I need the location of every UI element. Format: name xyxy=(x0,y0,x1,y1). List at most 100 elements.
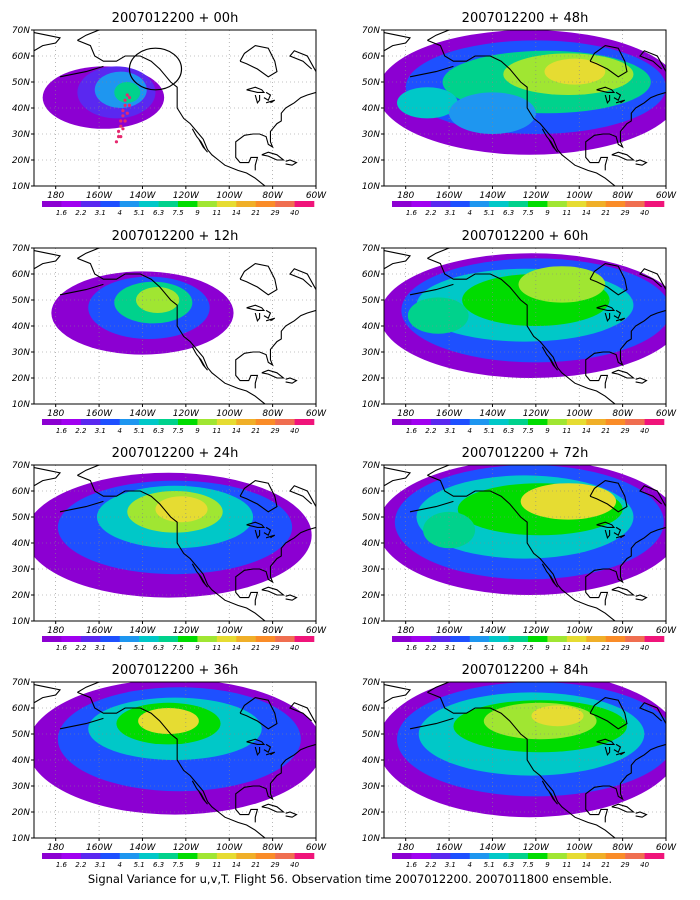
colorbar-label: 1.6 xyxy=(406,209,418,217)
lat-label: 30N xyxy=(362,782,380,792)
colorbar-swatch xyxy=(547,419,568,425)
panel-title: 2007012200 + 60h xyxy=(462,229,589,244)
lon-label: 180 xyxy=(47,843,64,853)
colorbar-swatch xyxy=(158,419,179,425)
lon-label: 160W xyxy=(86,843,113,853)
lon-label: 60W xyxy=(306,843,327,853)
lat-label: 40N xyxy=(362,539,380,549)
colorbar-label: 21 xyxy=(251,644,260,652)
colorbar-swatch xyxy=(275,853,295,859)
variance-field xyxy=(384,465,666,595)
observation-point xyxy=(123,98,127,102)
lon-label: 140W xyxy=(479,409,506,419)
lon-label: 180 xyxy=(47,409,64,419)
colorbar-swatch xyxy=(197,853,218,859)
lat-label: 40N xyxy=(362,322,380,332)
colorbar-swatch xyxy=(489,201,509,207)
lon-label: 100W xyxy=(216,191,243,201)
observation-point xyxy=(125,111,129,115)
lon-label: 100W xyxy=(216,409,243,419)
panel-title: 2007012200 + 24h xyxy=(112,446,239,461)
map-panel-0: 2007012200 + 00h 70N 60N 50N 40N 30N 20N 10N 180… xyxy=(12,11,327,217)
variance-contour xyxy=(544,58,606,85)
figure-caption: Signal Variance for u,v,T. Flight 56. Ob… xyxy=(87,872,613,886)
colorbar-label: 3.1 xyxy=(95,861,106,869)
colorbar-label: 21 xyxy=(251,209,260,217)
lat-label: 40N xyxy=(12,104,30,114)
colorbar-swatch xyxy=(625,853,645,859)
colorbar-label: 14 xyxy=(232,427,241,435)
colorbar-label: 5.1 xyxy=(484,644,495,652)
colorbar-swatch xyxy=(508,201,529,207)
lon-label: 100W xyxy=(566,626,593,636)
colorbar: 1.6 2.2 3.1 4 5.1 6.3 7.5 9 11 14 21 29 40 xyxy=(42,636,315,652)
variance-contour xyxy=(397,87,458,119)
lon-label: 60W xyxy=(306,626,327,636)
lat-label: 60N xyxy=(362,487,380,497)
colorbar-swatch xyxy=(625,201,645,207)
colorbar-label: 1.6 xyxy=(406,861,418,869)
colorbar-label: 11 xyxy=(212,209,221,217)
lat-label: 50N xyxy=(12,78,30,88)
observation-point xyxy=(123,103,127,107)
colorbar-label: 11 xyxy=(562,644,571,652)
colorbar-label: 14 xyxy=(582,427,591,435)
colorbar-label: 40 xyxy=(290,209,299,217)
colorbar-label: 11 xyxy=(212,644,221,652)
lat-label: 70N xyxy=(362,461,380,471)
colorbar-swatch xyxy=(119,419,140,425)
colorbar-label: 5.1 xyxy=(134,427,145,435)
colorbar-label: 5.1 xyxy=(134,209,145,217)
lon-label: 120W xyxy=(523,191,550,201)
colorbar-swatch xyxy=(119,853,140,859)
colorbar-label: 11 xyxy=(562,209,571,217)
colorbar-label: 9 xyxy=(545,861,550,869)
colorbar-swatch xyxy=(158,201,179,207)
lat-label: 20N xyxy=(12,156,30,166)
colorbar-swatch xyxy=(236,636,257,642)
colorbar: 1.6 2.2 3.1 4 5.1 6.3 7.5 9 11 14 21 29 40 xyxy=(42,853,315,869)
colorbar-swatch xyxy=(255,636,276,642)
colorbar-swatch xyxy=(644,853,665,859)
variance-field xyxy=(384,30,666,155)
colorbar-swatch xyxy=(236,853,257,859)
observation-point xyxy=(119,119,123,123)
lon-label: 80W xyxy=(262,409,283,419)
lon-label: 180 xyxy=(397,843,414,853)
colorbar-label: 4 xyxy=(117,644,121,652)
lon-label: 80W xyxy=(612,626,633,636)
variance-contour xyxy=(449,92,536,134)
colorbar-swatch xyxy=(139,853,159,859)
panel-title: 2007012200 + 12h xyxy=(112,229,239,244)
colorbar-label: 2.2 xyxy=(75,861,87,869)
lon-label: 100W xyxy=(216,626,243,636)
lat-label: 40N xyxy=(362,756,380,766)
lat-label: 40N xyxy=(12,539,30,549)
colorbar-label: 40 xyxy=(290,427,299,435)
variance-contour xyxy=(531,705,584,727)
colorbar-swatch xyxy=(119,636,140,642)
colorbar-swatch xyxy=(275,419,295,425)
lon-label: 80W xyxy=(612,191,633,201)
observation-point xyxy=(119,135,123,139)
colorbar-label: 6.3 xyxy=(503,427,514,435)
lat-label: 30N xyxy=(12,565,30,575)
colorbar-swatch xyxy=(605,853,626,859)
variance-field xyxy=(42,66,165,129)
panel-title: 2007012200 + 48h xyxy=(462,11,589,26)
colorbar-swatch xyxy=(469,853,490,859)
lon-label: 60W xyxy=(306,409,327,419)
lon-label: 180 xyxy=(397,409,414,419)
colorbar-label: 1.6 xyxy=(406,427,418,435)
colorbar-swatch xyxy=(489,636,509,642)
colorbar-label: 7.5 xyxy=(172,644,184,652)
colorbar-label: 1.6 xyxy=(56,861,68,869)
lon-label: 140W xyxy=(479,191,506,201)
colorbar-swatch xyxy=(178,201,198,207)
colorbar-label: 14 xyxy=(582,861,591,869)
lon-label: 60W xyxy=(656,843,677,853)
colorbar-label: 2.2 xyxy=(425,861,437,869)
lon-label: 160W xyxy=(436,626,463,636)
colorbar-label: 29 xyxy=(621,861,630,869)
lat-label: 70N xyxy=(362,678,380,688)
